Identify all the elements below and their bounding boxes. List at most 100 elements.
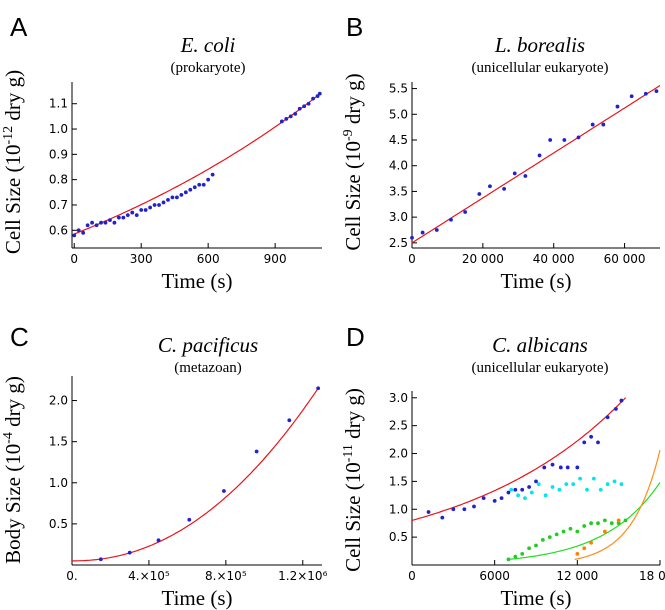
y-tick-label-b: 4.0 xyxy=(389,159,408,173)
data-point-d-green xyxy=(554,532,559,537)
data-point-c xyxy=(287,418,292,423)
data-point-b xyxy=(512,171,517,176)
panel-letter-a: A xyxy=(10,12,28,42)
data-point-d-green xyxy=(623,518,628,523)
data-point-d-red xyxy=(565,465,570,470)
data-point-b xyxy=(410,235,414,240)
data-point-b xyxy=(590,122,595,127)
data-point-d-red xyxy=(558,465,563,470)
data-point-d-red xyxy=(440,515,445,520)
data-point-d-green xyxy=(527,546,532,551)
data-point-d-red xyxy=(575,465,580,470)
data-point-a xyxy=(72,233,77,238)
y-tick-label-d: 3.0 xyxy=(389,391,408,405)
data-point-d-cyan xyxy=(578,476,582,481)
y-tick-label-d: 0.5 xyxy=(389,530,408,544)
data-point-d-cyan xyxy=(605,482,610,487)
data-point-a xyxy=(293,111,298,116)
data-point-d-cyan xyxy=(529,490,534,495)
data-point-a xyxy=(94,223,99,228)
y-tick-label-a: 0.6 xyxy=(49,223,68,237)
y-tick-label-c: 1.0 xyxy=(49,476,68,490)
x-tick-label-d: 0 xyxy=(408,569,416,583)
data-point-a xyxy=(175,195,179,200)
data-point-d-green xyxy=(589,521,594,526)
data-point-b xyxy=(463,210,468,214)
data-point-d-green xyxy=(609,521,614,526)
data-point-b xyxy=(449,217,453,222)
y-tick-label-a: 0.9 xyxy=(49,147,68,161)
data-point-a xyxy=(76,228,81,233)
data-point-a xyxy=(103,220,108,225)
data-point-d-red xyxy=(462,507,467,512)
data-point-c xyxy=(222,489,226,493)
data-point-d-green xyxy=(602,518,607,523)
data-point-b xyxy=(615,104,620,109)
x-axis-label-d: Time (s) xyxy=(501,586,572,610)
data-point-d-green xyxy=(513,554,518,559)
data-point-a xyxy=(288,114,293,119)
data-point-d-cyan xyxy=(516,493,520,498)
y-tick-label-d: 2.0 xyxy=(389,447,408,461)
x-tick-label-d: 6000 xyxy=(479,569,510,583)
data-point-a xyxy=(179,192,184,197)
y-tick-label-a: 0.7 xyxy=(49,198,68,212)
data-point-d-green xyxy=(534,543,538,548)
x-tick-label-a: 900 xyxy=(264,252,287,266)
x-tick-label-b: 0 xyxy=(408,252,416,266)
y-tick-label-d: 1.5 xyxy=(389,474,408,488)
data-point-d-red xyxy=(527,485,532,489)
data-point-c xyxy=(127,550,132,555)
x-tick-label-a: 600 xyxy=(197,252,220,266)
data-point-d-red xyxy=(499,496,504,501)
data-point-a xyxy=(317,91,322,96)
data-point-d-orange xyxy=(582,546,587,551)
data-point-b xyxy=(420,230,425,235)
y-axis-label: Body Size (10-4 dry g) xyxy=(1,376,25,564)
y-tick-label-b: 2.5 xyxy=(389,236,408,250)
data-point-d-red xyxy=(605,415,610,420)
x-axis-label-c: Time (s) xyxy=(162,586,233,610)
x-axis-label-a: Time (s) xyxy=(162,269,233,293)
data-point-d-cyan xyxy=(550,485,555,489)
panel-letter-c: C xyxy=(10,322,29,352)
data-point-b xyxy=(434,228,439,232)
data-point-a xyxy=(90,220,94,225)
panel-letter-d: D xyxy=(346,322,365,352)
y-axis-label: Cell Size (10-12 dry g) xyxy=(1,70,25,254)
chart-subtitle-b: (unicellular eukaryote) xyxy=(471,60,608,76)
chart-title-d: C. albicans xyxy=(492,333,588,357)
data-point-a xyxy=(161,200,166,205)
data-point-a xyxy=(148,205,153,210)
data-point-d-red xyxy=(451,507,456,512)
data-point-d-red xyxy=(589,434,594,439)
x-tick-label-b: 60 000 xyxy=(604,252,646,266)
data-point-b xyxy=(601,122,606,127)
data-point-b xyxy=(562,138,567,142)
data-point-d-green xyxy=(547,535,552,540)
x-tick-label-a: 0 xyxy=(70,252,78,266)
data-point-a xyxy=(112,220,117,225)
data-point-d-orange xyxy=(602,529,607,534)
x-tick-label-d: 18 000 xyxy=(639,569,665,583)
data-point-a xyxy=(311,96,315,101)
fit-curve-c xyxy=(72,387,319,562)
y-tick-label-b: 3.5 xyxy=(389,184,408,198)
data-point-d-cyan xyxy=(612,479,617,484)
x-tick-label-b: 20 000 xyxy=(462,252,504,266)
chart-subtitle-d: (unicellular eukaryote) xyxy=(471,360,608,376)
data-point-b xyxy=(629,94,634,99)
data-point-d-green xyxy=(540,538,545,542)
y-tick-label-a: 0.8 xyxy=(49,173,68,187)
data-point-b xyxy=(523,174,528,178)
data-point-c xyxy=(156,538,161,543)
data-point-a xyxy=(297,106,302,111)
data-point-d-red xyxy=(582,440,587,445)
data-point-d-cyan xyxy=(571,482,576,487)
data-point-a xyxy=(201,182,206,187)
y-tick-label-b: 5.5 xyxy=(389,82,408,96)
data-point-d-green xyxy=(575,529,580,534)
y-tick-label-c: 0.5 xyxy=(49,517,68,531)
data-point-c xyxy=(316,386,321,391)
data-point-a xyxy=(143,208,148,212)
